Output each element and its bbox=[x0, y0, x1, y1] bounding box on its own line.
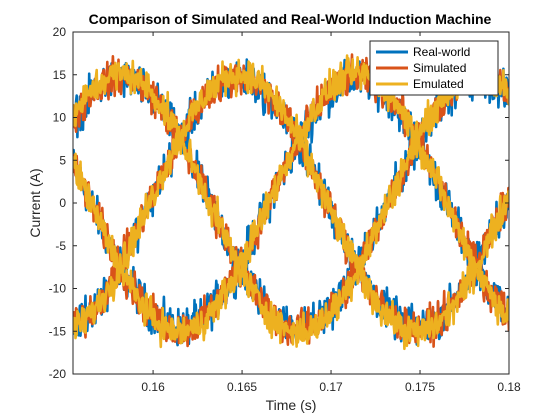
y-tick-label: 15 bbox=[53, 68, 67, 82]
y-axis-label: Current (A) bbox=[27, 168, 43, 237]
y-tick-label: -5 bbox=[55, 239, 66, 253]
y-tick-label: -10 bbox=[49, 282, 67, 296]
y-axis-ticks: -20 -15 -10 -5 0 5 10 15 20 bbox=[49, 25, 509, 381]
series-line-emulated-phase-c bbox=[73, 58, 509, 351]
x-axis-label: Time (s) bbox=[266, 397, 317, 413]
y-tick-label: -15 bbox=[49, 324, 67, 338]
x-axis-ticks: 0.16 0.165 0.17 0.175 0.18 bbox=[141, 32, 521, 394]
x-tick-label: 0.16 bbox=[141, 380, 165, 394]
y-tick-label: -20 bbox=[49, 367, 67, 381]
legend-label: Real-world bbox=[413, 45, 470, 59]
chart-title: Comparison of Simulated and Real-World I… bbox=[89, 11, 492, 27]
x-tick-label: 0.165 bbox=[227, 380, 257, 394]
series-line-emulated-phase-a bbox=[73, 54, 509, 349]
y-tick-label: 5 bbox=[59, 153, 66, 167]
y-tick-label: 0 bbox=[59, 196, 66, 210]
x-tick-label: 0.175 bbox=[405, 380, 435, 394]
legend-label: Simulated bbox=[413, 61, 466, 75]
x-tick-label: 0.17 bbox=[319, 380, 343, 394]
legend-label: Emulated bbox=[413, 77, 464, 91]
legend: Real-world Simulated Emulated bbox=[369, 40, 499, 96]
y-tick-label: 10 bbox=[53, 111, 67, 125]
y-tick-label: 20 bbox=[53, 25, 67, 39]
x-tick-label: 0.18 bbox=[497, 380, 521, 394]
series-line-emulated-phase-b bbox=[73, 57, 509, 348]
series-layer bbox=[73, 53, 509, 351]
